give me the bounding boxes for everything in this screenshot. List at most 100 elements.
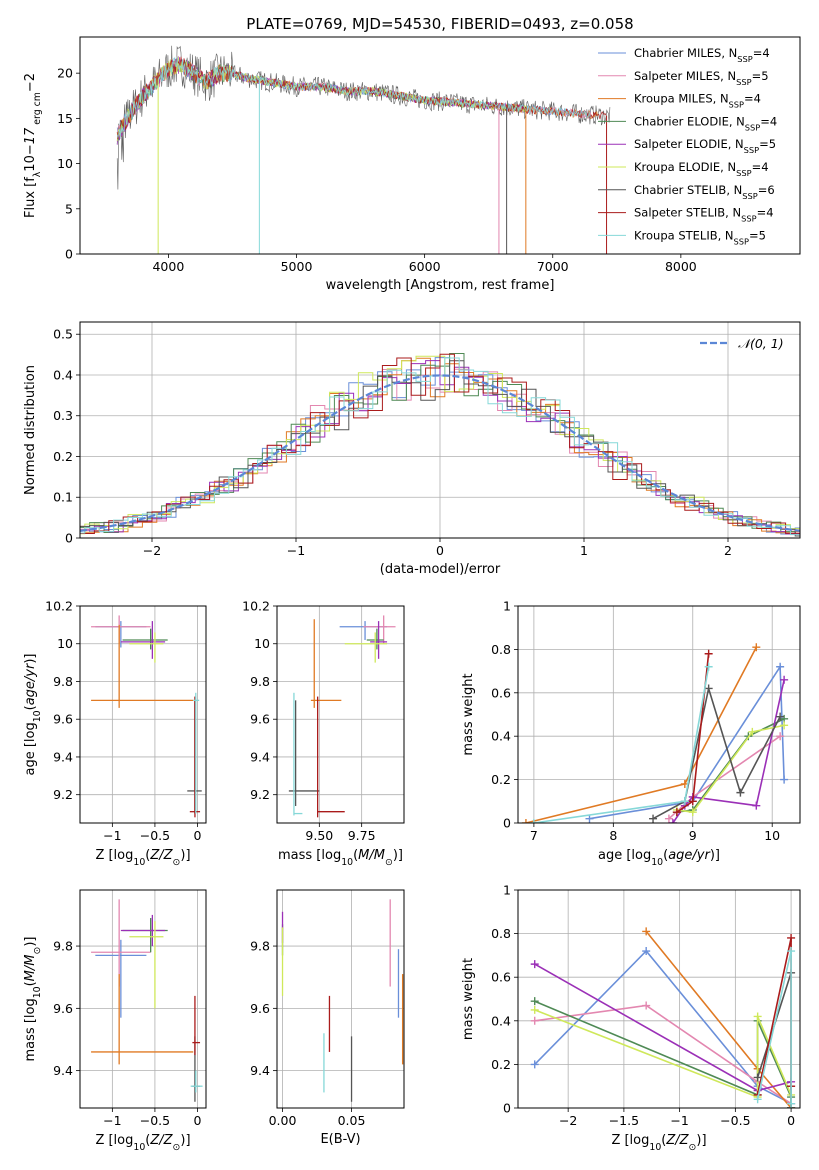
weight-marker-salpeter_stelib — [787, 933, 796, 942]
weight-marker-chabrier_miles — [642, 947, 651, 956]
weight-marker-kroupa_stelib — [787, 947, 796, 956]
y-tick-label: 0.6 — [491, 685, 511, 700]
plot-area-weight_vs_Z — [518, 890, 800, 1108]
legend-label-kroupa_miles: Kroupa MILES, NSSP=4 — [634, 92, 761, 110]
x-tick-label: −2 — [559, 1113, 577, 1128]
weight-marker-salpeter_miles — [776, 732, 785, 741]
panel-age_vs_Z: −1 −0.5 0 9.2 9.4 9.6 9.8 10 10.2 Z [log10(Z/Z⊙)]… — [23, 599, 207, 868]
x-tick-label: 7 — [530, 828, 538, 843]
axes-frame — [517, 605, 801, 824]
weight-line-kroupa_elodie — [676, 724, 785, 813]
y-tick-label: 1 — [503, 599, 511, 614]
plot-area-age_vs_mass — [277, 606, 404, 823]
weight-line-salpeter_miles — [534, 1004, 792, 1105]
y-axis-label: Flux [fλ10−17 erg cm−2 — [23, 73, 43, 218]
y-tick-label: 10.2 — [45, 599, 73, 614]
y-tick-label: 0 — [503, 816, 511, 831]
weight-marker-salpeter_elodie — [668, 819, 677, 823]
y-tick-label: 0.4 — [491, 729, 511, 744]
x-tick-label: 7000 — [537, 259, 569, 274]
y-tick-label: 9.2 — [250, 787, 270, 802]
y-tick-label: 10 — [57, 636, 73, 651]
weight-marker-salpeter_stelib — [672, 808, 681, 817]
histogram-chabrier_stelib — [80, 360, 800, 537]
y-tick-label: 0.3 — [53, 408, 73, 423]
y-tick-label: 0 — [503, 1101, 511, 1116]
x-tick-label: 9 — [689, 828, 697, 843]
legend-label-normal: 𝒩(0, 1) — [738, 336, 784, 351]
y-tick-label: 9.8 — [250, 939, 270, 954]
panel-age_vs_mass: 9.50 9.75 9.2 9.4 9.6 9.8 10 10.2 mass [log10(M/… — [242, 599, 405, 868]
legend-label-chabrier_stelib: Chabrier STELIB, NSSP=6 — [634, 183, 775, 201]
y-tick-label: 0.4 — [491, 1013, 511, 1028]
weight-marker-kroupa_stelib — [680, 797, 689, 806]
axes-frame — [276, 605, 405, 824]
y-tick-label: 10 — [57, 156, 73, 171]
y-tick-label: 0 — [65, 247, 73, 262]
weight-marker-kroupa_stelib — [787, 1099, 796, 1108]
x-tick-label: −1 — [103, 1113, 121, 1128]
weight-line-salpeter_elodie — [534, 963, 792, 1108]
panel-weight_vs_Z: −2 −1.5 −1 −0.5 0 0 0.2 0.4 0.6 0.8 1 Z [log10(Z/Z⊙… — [461, 883, 801, 1153]
x-tick-label: 0 — [436, 543, 444, 558]
x-tick-label: −1.5 — [609, 1113, 639, 1128]
y-tick-label: 9.6 — [53, 712, 73, 727]
panel-residuals: −2 −1 0 1 2 0 0.1 0.2 0.3 0.4 0.5 (data-model)/erro… — [23, 321, 801, 577]
y-tick-label: 15 — [57, 111, 73, 126]
weight-marker-chabrier_elodie — [530, 997, 539, 1006]
x-axis-label: mass [log10(M/M⊙)] — [278, 848, 403, 868]
x-axis-label: Z [log10(Z/Z⊙)] — [95, 1133, 190, 1153]
y-tick-label: 0.8 — [491, 642, 511, 657]
x-tick-label: 8 — [609, 828, 617, 843]
plot-area-residuals — [80, 322, 800, 538]
weight-marker-salpeter_elodie — [752, 801, 761, 810]
weight-marker-kroupa_elodie — [530, 1005, 539, 1014]
weight-marker-salpeter_miles — [642, 1001, 651, 1010]
y-tick-label: 0.8 — [491, 926, 511, 941]
y-tick-label: 9.6 — [53, 1001, 73, 1016]
y-axis-label: age [log10(age/yr)] — [23, 653, 43, 775]
y-tick-label: 0.2 — [491, 772, 511, 787]
weight-marker-kroupa_miles — [642, 927, 651, 936]
weight-marker-kroupa_stelib — [704, 662, 713, 671]
weight-line-chabrier_miles — [534, 949, 792, 1108]
spectrum-line-salpeter_stelib — [116, 56, 607, 140]
histogram-salpeter_stelib — [80, 353, 800, 534]
axes-frame — [517, 889, 801, 1109]
legend-label-chabrier_miles: Chabrier MILES, NSSP=4 — [634, 46, 770, 64]
legend: Chabrier MILES, NSSP=4 Salpeter MILES, NS… — [598, 46, 777, 246]
plot-area-weight_vs_age — [518, 606, 800, 823]
x-tick-label: 6000 — [409, 259, 441, 274]
weight-marker-chabrier_miles — [776, 662, 785, 671]
y-tick-label: 0.2 — [491, 1057, 511, 1072]
weight-marker-salpeter_stelib — [688, 797, 697, 806]
legend-label-kroupa_elodie: Kroupa ELODIE, NSSP=4 — [634, 160, 769, 178]
x-axis-label: Z [log10(Z/Z⊙)] — [95, 848, 190, 868]
weight-marker-salpeter_elodie — [530, 960, 539, 969]
weight-marker-chabrier_miles — [530, 1060, 539, 1069]
x-tick-label: −0.5 — [140, 1113, 170, 1128]
y-tick-label: 9.8 — [53, 939, 73, 954]
weight-marker-chabrier_miles — [585, 814, 594, 823]
x-axis-label: (data-model)/error — [380, 562, 501, 577]
x-tick-label: 8000 — [665, 259, 697, 274]
x-axis-label: wavelength [Angstrom, rest frame] — [326, 278, 555, 293]
weight-marker-kroupa_stelib — [529, 819, 538, 823]
x-tick-label: 5000 — [281, 259, 313, 274]
x-tick-label: 10 — [764, 828, 780, 843]
weight-marker-chabrier_stelib — [753, 1073, 762, 1082]
panel-mass_vs_Z: −1 −0.5 0 9.4 9.6 9.8 Z [log10(Z/Z⊙)] mass [log… — [23, 889, 207, 1153]
y-tick-label: 9.8 — [53, 674, 73, 689]
x-tick-label: 1 — [580, 543, 588, 558]
normal-reference-curve — [80, 374, 800, 532]
y-tick-label: 9.8 — [250, 674, 270, 689]
x-tick-label: 0 — [194, 828, 202, 843]
y-tick-label: 0.4 — [53, 367, 73, 382]
axes-frame — [79, 889, 207, 1109]
legend-label-kroupa_stelib: Kroupa STELIB, NSSP=5 — [634, 228, 766, 246]
figure-title: PLATE=0769, MJD=54530, FIBERID=0493, z=0… — [246, 15, 633, 33]
plot-area-mass_vs_Z — [80, 890, 206, 1108]
legend-label-salpeter_elodie: Salpeter ELODIE, NSSP=5 — [634, 137, 776, 155]
plot-area-age_vs_Z — [80, 606, 206, 823]
